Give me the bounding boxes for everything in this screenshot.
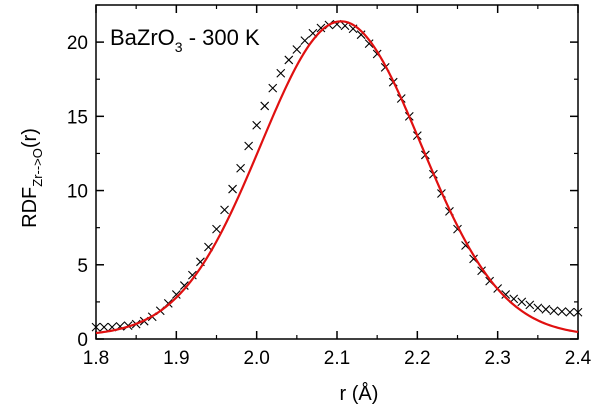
y-axis-title: RDFZr-->O(r) [19,128,45,228]
plot-area: 1.8 1.9 2.0 2.1 2.2 2.3 2.4 0 5 10 15 20 [67,4,592,369]
annotation-tail: - 300 K [183,25,260,50]
x-tick-label: 2.1 [324,348,350,369]
data-point-marker [549,306,559,316]
data-point-marker [252,120,262,130]
x-tick-label: 1.9 [163,348,189,369]
data-point-marker [188,270,197,280]
data-point-marker [525,300,535,310]
data-point-marker [171,290,181,299]
x-tick-label: 2.4 [565,348,592,369]
y-tick-label: 0 [77,330,88,351]
y-axis-title-main: RDF [19,187,41,228]
data-point-marker [364,39,374,48]
series-fit-line [95,20,579,335]
data-point-marker [220,205,229,215]
x-tick-label: 1.8 [83,348,109,369]
y-tick-label: 20 [67,33,88,54]
data-point-marker [565,307,575,317]
data-point-marker [179,281,189,290]
data-point-marker [284,55,294,65]
data-point-marker [276,68,286,78]
x-tick-label: 2.0 [243,348,269,369]
data-point-marker [260,101,270,111]
data-point-marker [300,36,310,46]
y-axis-ticks: 0 5 10 15 20 [67,4,578,351]
x-axis-title: r (Å) [340,382,379,405]
data-point-marker [573,307,583,317]
data-point-marker [316,23,326,33]
data-point-marker [236,163,245,173]
x-tick-label: 2.3 [484,348,510,369]
data-point-marker [533,303,543,313]
y-tick-label: 10 [67,182,88,203]
x-tick-label: 2.2 [404,348,430,369]
data-point-marker [212,224,221,234]
data-point-marker [356,30,366,40]
data-point-marker [268,83,278,93]
series-markers [91,19,583,332]
data-point-marker [501,290,511,299]
data-point-marker [541,304,551,314]
annotation-main: BaZrO [110,25,175,50]
x-axis-ticks: 1.8 1.9 2.0 2.1 2.2 2.3 2.4 [83,5,592,369]
chart-annotation: BaZrO3 - 300 K [110,25,260,55]
fit-line [95,20,579,335]
plot-frame [95,4,579,340]
y-axis-title-tail: (r) [19,128,41,148]
data-point-marker [91,322,101,332]
data-point-marker [557,307,567,316]
y-axis-title-subscript: Zr-->O [30,148,45,187]
annotation-subscript: 3 [175,39,183,55]
data-point-marker [99,322,109,332]
data-point-marker [517,297,527,307]
y-tick-label: 15 [67,107,88,128]
data-point-marker [228,184,237,194]
data-point-marker [244,141,254,151]
y-tick-label: 5 [77,256,88,277]
data-point-marker [292,45,302,54]
